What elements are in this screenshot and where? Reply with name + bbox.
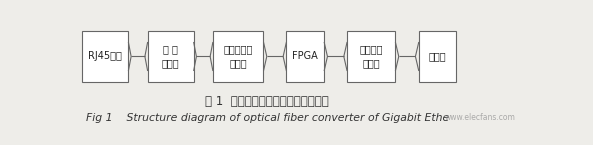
Text: 图 1  千兆以太网光纤转换器结构框图: 图 1 千兆以太网光纤转换器结构框图 bbox=[205, 95, 329, 108]
Bar bbox=[286, 31, 324, 82]
Text: 网 络
变压器: 网 络 变压器 bbox=[162, 45, 180, 68]
Text: 光收发: 光收发 bbox=[429, 51, 447, 61]
Text: FPGA: FPGA bbox=[292, 51, 318, 61]
Text: RJ45接口: RJ45接口 bbox=[88, 51, 122, 61]
Bar bbox=[347, 31, 396, 82]
Bar bbox=[82, 31, 128, 82]
Bar bbox=[419, 31, 457, 82]
Text: Fig 1    Structure diagram of optical fiber converter of Gigabit Ethe: Fig 1 Structure diagram of optical fiber… bbox=[85, 113, 449, 123]
Text: 以太网物理
层芯片: 以太网物理 层芯片 bbox=[224, 45, 253, 68]
Text: www.elecfans.com: www.elecfans.com bbox=[444, 113, 515, 122]
Bar bbox=[148, 31, 193, 82]
Bar bbox=[213, 31, 263, 82]
Text: 光纤物理
层芯片: 光纤物理 层芯片 bbox=[359, 45, 383, 68]
